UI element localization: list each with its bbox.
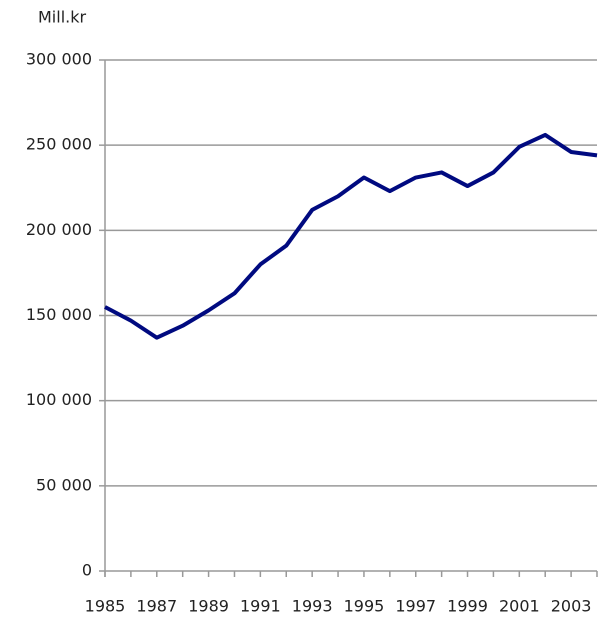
y-tick-label: 50 000 xyxy=(36,475,92,494)
data-line xyxy=(104,132,598,340)
x-tick-label: 1995 xyxy=(344,597,385,616)
x-tick-label: 1993 xyxy=(292,597,333,616)
y-tick-label: 100 000 xyxy=(26,390,92,409)
y-tick-label: 150 000 xyxy=(26,305,92,324)
x-tick-label: 2003 xyxy=(551,597,592,616)
x-tick-label: 2001 xyxy=(499,597,540,616)
x-tick-label: 1997 xyxy=(395,597,436,616)
y-axis-label: Mill.kr xyxy=(38,8,86,27)
y-tick-label: 250 000 xyxy=(26,135,92,154)
x-tick-label: 1987 xyxy=(136,597,177,616)
y-tick-label: 200 000 xyxy=(26,220,92,239)
y-tick-label: 300 000 xyxy=(26,50,92,69)
x-tick-label: 1991 xyxy=(240,597,281,616)
y-tick-label: 0 xyxy=(82,561,92,580)
x-tick-label: 1989 xyxy=(188,597,229,616)
x-tick-label: 1985 xyxy=(85,597,126,616)
x-tick-label: 1999 xyxy=(447,597,488,616)
